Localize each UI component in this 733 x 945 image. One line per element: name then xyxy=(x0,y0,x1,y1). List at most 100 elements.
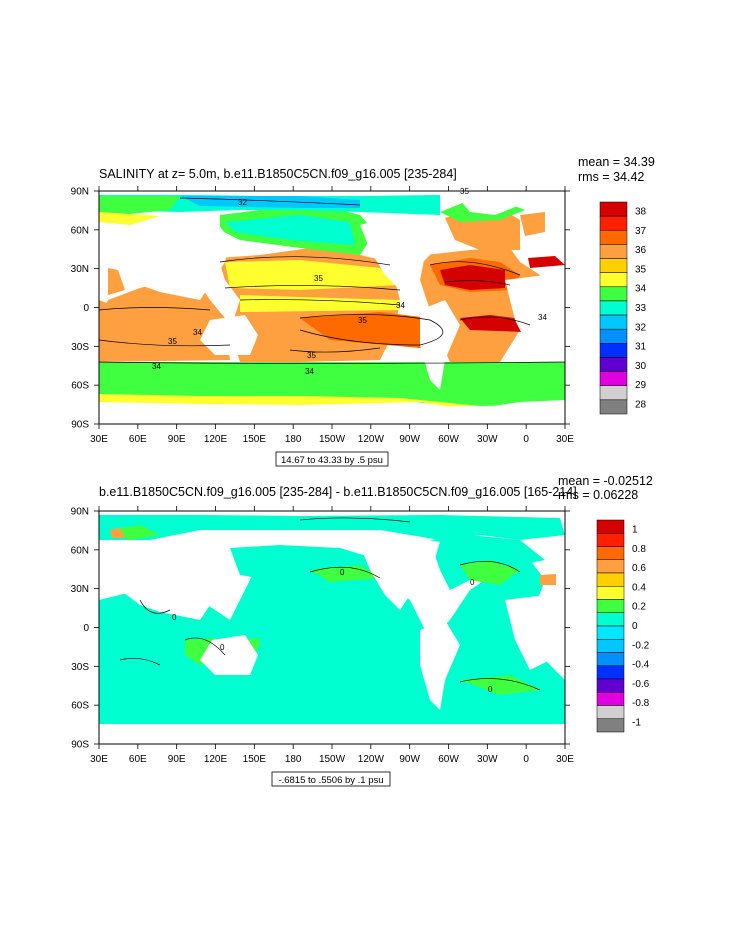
panel-2-x-axis: 30E 60E 90E 120E 150E 180 150W 120W 90W 60W 30W 0 30… xyxy=(90,506,574,765)
x-tick-label: 90W xyxy=(399,754,420,765)
colorbar-box xyxy=(599,357,628,372)
x-tick-label: 180 xyxy=(285,754,302,765)
contour-label: 0 xyxy=(488,685,493,694)
y-tick-label: 90S xyxy=(71,740,89,751)
colorbar-box xyxy=(599,314,628,330)
contour-label: 34 xyxy=(538,313,547,322)
panel-1-rms: rms = 34.42 xyxy=(578,170,644,184)
colorbar-label: 33 xyxy=(635,303,647,314)
colorbar-label: -0.4 xyxy=(632,660,650,671)
panel-1-y-axis: 90N 60N 30N 0 30S 60S 90S xyxy=(71,187,570,431)
contour-label: 34 xyxy=(305,367,314,376)
colorbar-box xyxy=(596,546,625,560)
colorbar-box xyxy=(596,533,625,547)
contour-label: 32 xyxy=(238,198,247,207)
x-tick-label: 30E xyxy=(556,434,574,445)
panel-2-title: b.e11.B1850C5CN.f09_g16.005 [235-284] - … xyxy=(99,485,577,499)
colorbar-box xyxy=(596,718,625,733)
y-tick-label: 30N xyxy=(71,584,89,595)
colorbar-box xyxy=(596,705,625,719)
x-tick-label: 150E xyxy=(243,434,267,445)
x-tick-label: 120E xyxy=(204,434,228,445)
colorbar-box xyxy=(599,230,628,245)
colorbar-label: 0.6 xyxy=(632,563,646,574)
colorbar-box xyxy=(599,258,628,273)
colorbar-label: -0.8 xyxy=(632,698,650,709)
contour-label: 34 xyxy=(396,301,405,310)
colorbar-label: 30 xyxy=(635,361,647,372)
colorbar-label: 0 xyxy=(632,621,638,632)
x-tick-label: 150W xyxy=(319,434,346,445)
panel-2-info-box xyxy=(271,771,391,787)
x-tick-label: 60E xyxy=(129,754,147,765)
panel-2-contour-labels: 0 0 0 0 0 xyxy=(172,568,493,694)
colorbar-label: 29 xyxy=(635,380,647,391)
x-tick-label: 60W xyxy=(438,434,459,445)
panel-2: b.e11.B1850C5CN.f09_g16.005 [235-284] - … xyxy=(71,474,653,787)
y-tick-label: 30S xyxy=(71,342,89,353)
colorbar-label: 32 xyxy=(635,322,647,333)
panel-1: SALINITY at z= 5.0m, b.e11.B1850C5CN.f09… xyxy=(71,155,655,467)
y-tick-label: 90S xyxy=(71,420,89,431)
x-tick-label: 30W xyxy=(477,434,498,445)
colorbar-box xyxy=(596,519,625,534)
colorbar-box xyxy=(599,343,628,358)
colorbar-box xyxy=(599,244,628,259)
x-tick-label: 120E xyxy=(204,754,228,765)
panel-1-map xyxy=(99,191,565,424)
x-tick-label: 0 xyxy=(523,434,529,445)
panel-2-colorbar: 1 0.8 0.6 0.4 0.2 0 -0.2 -0.4 -0.6 -0.8 -1 xyxy=(596,519,650,733)
contour-label: 34 xyxy=(152,362,161,371)
panel-1-info-box xyxy=(275,451,389,467)
colorbar-label: 28 xyxy=(635,399,647,410)
colorbar-label: 34 xyxy=(635,284,647,295)
colorbar-box xyxy=(596,639,625,653)
colorbar-label: -0.2 xyxy=(632,640,650,651)
colorbar-box xyxy=(599,371,628,386)
x-tick-label: 30E xyxy=(556,754,574,765)
panel-2-rms: rms = 0.06228 xyxy=(558,488,638,502)
x-tick-label: 120W xyxy=(358,754,385,765)
colorbar-label: 0.4 xyxy=(632,582,646,593)
panel-1-colorbar: 38 37 36 35 34 33 32 31 30 29 28 xyxy=(599,201,647,415)
x-tick-label: 90E xyxy=(168,434,186,445)
colorbar-box xyxy=(596,559,625,574)
colorbar-box xyxy=(599,328,628,344)
colorbar-box xyxy=(599,201,628,217)
colorbar-box xyxy=(599,399,628,415)
x-tick-label: 150E xyxy=(243,754,267,765)
colorbar-label: 35 xyxy=(635,264,647,275)
x-tick-label: 90E xyxy=(168,754,186,765)
colorbar-label: 36 xyxy=(635,245,647,256)
contour-label: 35 xyxy=(358,316,367,325)
colorbar-box xyxy=(599,215,628,231)
panel-2-mean: mean = -0.02512 xyxy=(558,474,653,488)
contour-label: 0 xyxy=(220,643,225,652)
colorbar-label: 37 xyxy=(635,226,647,237)
y-tick-label: 60S xyxy=(71,701,89,712)
colorbar-box xyxy=(596,586,625,600)
panel-2-info-text: -.6815 to .5506 by .1 psu xyxy=(278,775,383,786)
colorbar-box xyxy=(596,665,625,680)
x-tick-label: 180 xyxy=(285,434,302,445)
colorbar-box xyxy=(599,300,628,316)
y-tick-label: 60N xyxy=(71,225,89,236)
x-tick-label: 60E xyxy=(129,434,147,445)
y-tick-label: 0 xyxy=(83,303,89,314)
x-tick-label: 60W xyxy=(438,754,459,765)
x-tick-label: 90W xyxy=(399,434,420,445)
y-tick-label: 90N xyxy=(71,507,89,518)
colorbar-box xyxy=(596,625,625,640)
colorbar-label: 31 xyxy=(635,342,647,353)
contour-label: 0 xyxy=(172,613,177,622)
panel-2-y-axis: 90N 60N 30N 0 30S 60S 90S xyxy=(71,507,570,751)
x-tick-label: 0 xyxy=(523,754,529,765)
colorbar-box xyxy=(596,652,625,666)
panel-1-x-axis: 30E 60E 90E 120E 150E 180 150W 120W 90W 60W 30W 0 30… xyxy=(90,186,574,445)
y-tick-label: 30S xyxy=(71,662,89,673)
colorbar-box xyxy=(596,678,625,693)
colorbar-box xyxy=(596,572,625,587)
contour-label: 35 xyxy=(168,337,177,346)
colorbar-box xyxy=(599,272,628,288)
